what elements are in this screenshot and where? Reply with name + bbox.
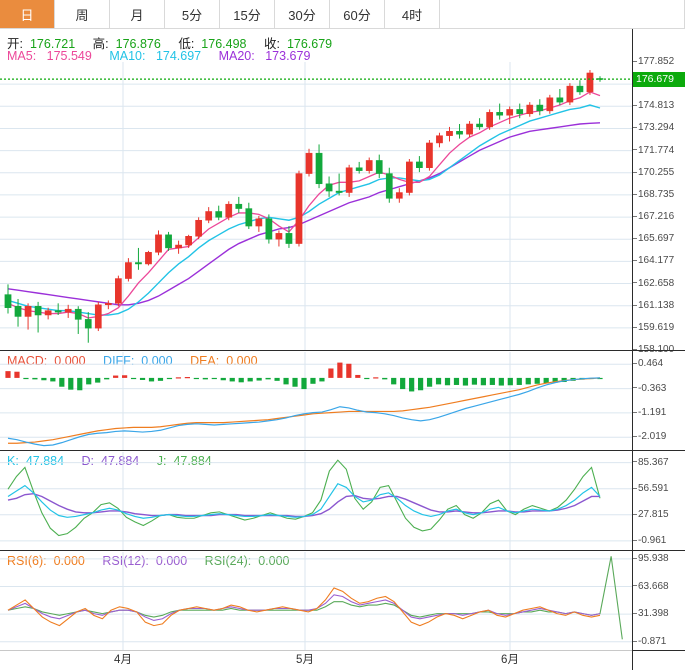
price-axis-tick: 168.735	[633, 189, 685, 201]
tab-15min-label: 15分	[233, 7, 261, 23]
kdj-legend: K: 47.884 D: 47.884 J: 47.884	[7, 454, 226, 468]
ma5-label: MA5:	[7, 49, 40, 63]
rsi-axis-tick: 31.398	[633, 608, 685, 620]
price-axis-tick: 170.255	[633, 167, 685, 179]
price-axis-tick: 177.852	[633, 56, 685, 68]
kdj-panel[interactable]	[0, 452, 632, 550]
ma20-label: MA20:	[218, 49, 259, 63]
rsi6-label: RSI(6):	[7, 554, 47, 568]
price-axis-tick: 171.774	[633, 145, 685, 157]
d-value: 47.884	[101, 454, 140, 468]
price-axis-tick: 159.619	[633, 322, 685, 334]
rsi-legend: RSI(6): 0.000 RSI(12): 0.000 RSI(24): 0.000	[7, 554, 304, 568]
close-value: 176.679	[286, 37, 333, 51]
rsi-panel[interactable]	[0, 552, 632, 650]
panel-separator-4	[0, 650, 632, 651]
kdj-axis-tick: 27.815	[633, 509, 685, 521]
rsi-axis-tick: 95.938	[633, 553, 685, 565]
ma20-value: 173.679	[265, 49, 311, 63]
price-axis-tick: 173.294	[633, 122, 685, 134]
d-label: D:	[81, 454, 95, 468]
j-label: J:	[156, 454, 167, 468]
price-axis-tick: 165.697	[633, 233, 685, 245]
panel-separator-1	[0, 350, 632, 351]
x-axis-label: 4月	[114, 654, 132, 666]
macd-axis-separator	[633, 450, 685, 451]
j-value: 47.884	[173, 454, 212, 468]
tab-week-label: 周	[75, 7, 89, 23]
macd-axis-tick: 0.464	[633, 358, 685, 370]
x-axis-label: 5月	[296, 654, 314, 666]
tab-month-label: 月	[130, 7, 144, 23]
price-axis-baseline	[633, 350, 685, 351]
tab-bar-filler	[440, 0, 685, 28]
price-axis-tick: 162.658	[633, 278, 685, 290]
tab-4hour-label: 4时	[401, 7, 423, 23]
k-value: 47.884	[25, 454, 65, 468]
tab-60min[interactable]: 60分	[330, 0, 385, 28]
x-axis-label: 6月	[501, 654, 519, 666]
kdj-axis-tick: 85.367	[633, 457, 685, 469]
ma10-value: 174.697	[155, 49, 202, 63]
kdj-axis-tick: 56.591	[633, 483, 685, 495]
tab-5min-label: 5分	[181, 7, 203, 23]
tab-30min-label: 30分	[288, 7, 316, 23]
price-axis-tick: 164.177	[633, 255, 685, 267]
price-axis-tick: 161.138	[633, 300, 685, 312]
tab-60min-label: 60分	[343, 7, 371, 23]
low-value: 176.498	[201, 37, 247, 51]
price-chart-svg	[0, 62, 632, 350]
macd-axis-tick: -1.191	[633, 407, 685, 419]
tab-30min[interactable]: 30分	[275, 0, 330, 28]
macd-panel[interactable]	[0, 352, 632, 450]
rsi12-value: 0.000	[155, 554, 188, 568]
tab-4hour[interactable]: 4时	[385, 0, 440, 28]
rsi-axis-separator	[633, 650, 685, 651]
open-value: 176.721	[29, 37, 76, 51]
tab-day-label: 日	[20, 7, 34, 23]
panel-separator-3	[0, 550, 632, 551]
ma5-value: 175.549	[46, 49, 92, 63]
ma10-label: MA10:	[109, 49, 149, 63]
rsi-axis-tick: 63.668	[633, 581, 685, 593]
rsi12-label: RSI(12):	[102, 554, 149, 568]
low-label: 低:	[178, 37, 195, 51]
price-axis-tick: 167.216	[633, 211, 685, 223]
rsi-axis-tick: -0.871	[633, 636, 685, 648]
tab-5min[interactable]: 5分	[165, 0, 220, 28]
macd-chart-svg	[0, 352, 632, 450]
ma-legend: MA5: 175.549 MA10: 174.697 MA20: 173.679	[7, 49, 324, 63]
tab-week[interactable]: 周	[55, 0, 110, 28]
high-label: 高:	[92, 37, 109, 51]
kdj-axis-separator	[633, 550, 685, 551]
open-label: 开:	[7, 37, 23, 51]
kdj-axis-tick: -0.961	[633, 535, 685, 547]
high-value: 176.876	[115, 37, 161, 51]
price-axis[interactable]: 177.852176.333174.813173.294171.774170.2…	[632, 29, 685, 670]
rsi6-value: 0.000	[53, 554, 85, 568]
rsi-chart-svg	[0, 552, 632, 650]
panel-separator-2	[0, 450, 632, 451]
timeframe-tab-bar: 日 周 月 5分 15分 30分 60分 4时	[0, 0, 685, 29]
rsi24-value: 0.000	[258, 554, 290, 568]
ohlc-legend: 开: 176.721 高: 176.876 低: 176.498 收: 176.679	[7, 33, 346, 52]
close-label: 收:	[263, 37, 280, 51]
macd-axis-tick: -2.019	[633, 431, 685, 443]
last-price-tag: 176.679	[633, 72, 685, 88]
tab-15min[interactable]: 15分	[220, 0, 275, 28]
price-candlestick-panel[interactable]	[0, 62, 632, 350]
tab-month[interactable]: 月	[110, 0, 165, 28]
tab-day[interactable]: 日	[0, 0, 55, 28]
price-axis-tick: 174.813	[633, 100, 685, 112]
k-label: K:	[7, 454, 19, 468]
macd-axis-tick: -0.363	[633, 383, 685, 395]
kdj-chart-svg	[0, 452, 632, 550]
price-axis-tick: 158.100	[633, 344, 685, 356]
rsi24-label: RSI(24):	[204, 554, 252, 568]
